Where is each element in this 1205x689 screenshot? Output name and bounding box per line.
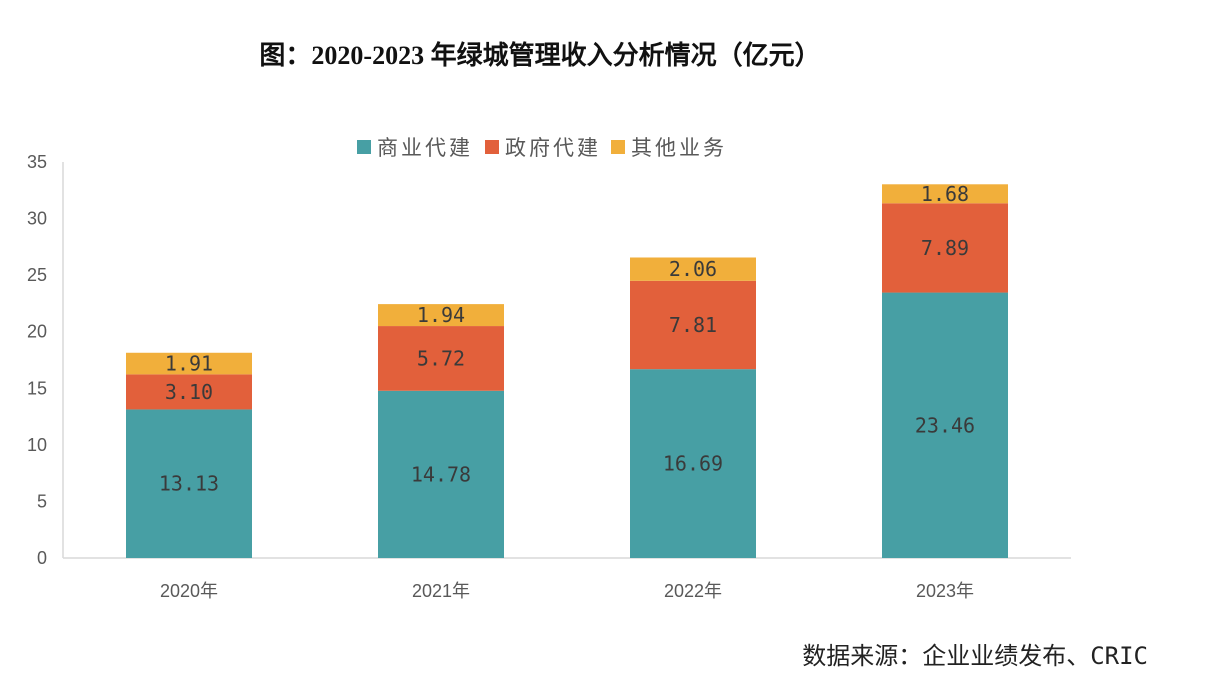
- legend-label: 政府代建: [505, 137, 601, 160]
- data-label: 16.69: [663, 452, 723, 476]
- x-tick-label: 2021年: [412, 581, 470, 601]
- data-label: 1.68: [921, 182, 969, 206]
- y-tick-label: 30: [27, 209, 47, 229]
- y-tick-label: 20: [27, 322, 47, 342]
- x-tick-label: 2022年: [664, 581, 722, 601]
- bar-segment-0-1: [126, 374, 252, 410]
- legend-swatch: [357, 140, 371, 154]
- y-tick-label: 5: [37, 491, 47, 511]
- y-tick-label: 25: [27, 265, 47, 285]
- data-label: 1.91: [165, 352, 213, 376]
- chart-title: 图：2020-2023 年绿城管理收入分析情况（亿元）: [259, 40, 820, 70]
- data-label: 3.10: [165, 380, 213, 404]
- data-label: 5.72: [417, 346, 465, 370]
- x-tick-label: 2023年: [916, 581, 974, 601]
- data-label: 7.81: [669, 313, 717, 337]
- x-tick-label: 2020年: [160, 581, 218, 601]
- bar-segment-0-2: [126, 352, 252, 375]
- value-label-group: 13.13 3.10 1.91 14.78 5.72 1.94 16.69 7.81 2.06 2…: [159, 182, 975, 496]
- bar-segment-2-0: [630, 369, 756, 558]
- legend-label: 其他业务: [631, 137, 727, 160]
- source-note: 数据来源：企业业绩发布、CRIC: [802, 642, 1148, 670]
- bar-group: [126, 184, 1008, 558]
- bar-segment-3-0: [882, 292, 1008, 558]
- bar-segment-1-0: [378, 390, 504, 558]
- y-tick-label: 10: [27, 435, 47, 455]
- legend-swatch: [611, 140, 625, 154]
- legend: 商业代建 政府代建 其他业务: [357, 137, 727, 160]
- data-label: 23.46: [915, 413, 975, 437]
- data-label: 14.78: [411, 462, 471, 486]
- bar-segment-3-1: [882, 203, 1008, 293]
- legend-swatch: [485, 140, 499, 154]
- bar-segment-3-2: [882, 184, 1008, 204]
- bar-segment-0-0: [126, 409, 252, 558]
- bar-segment-2-2: [630, 257, 756, 281]
- bar-segment-1-2: [378, 304, 504, 327]
- bar-segment-1-1: [378, 326, 504, 391]
- data-label: 1.94: [417, 303, 465, 327]
- data-label: 2.06: [669, 257, 717, 281]
- y-tick-label: 15: [27, 378, 47, 398]
- data-label: 13.13: [159, 472, 219, 496]
- y-tick-label: 35: [27, 152, 47, 172]
- legend-label: 商业代建: [377, 137, 473, 160]
- bar-segment-2-1: [630, 280, 756, 370]
- y-axis: 0 5 10 15 20 25 30 35: [27, 152, 64, 568]
- data-label: 7.89: [921, 236, 969, 260]
- y-tick-label: 0: [37, 548, 47, 568]
